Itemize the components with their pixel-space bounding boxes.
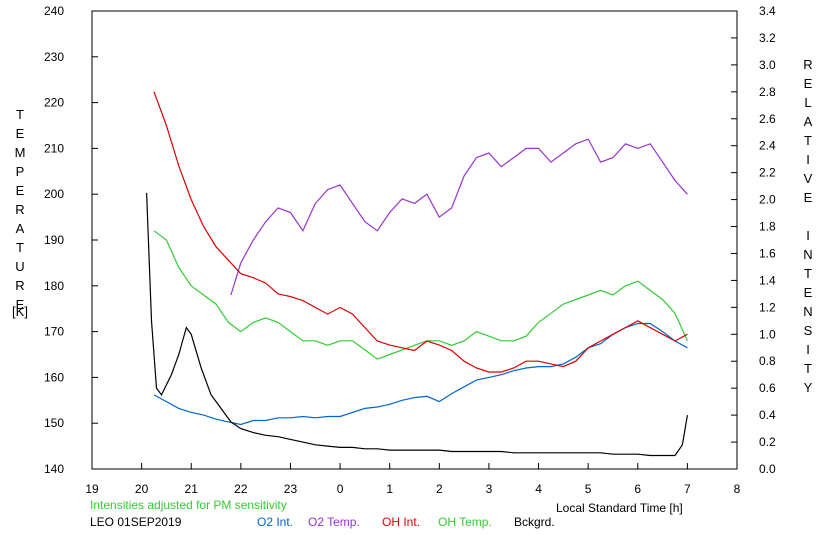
x-tick-label: 2 [436,482,443,496]
right-tick-label: 1.4 [759,273,776,287]
right-axis-title-letter: A [803,114,813,129]
x-tick-label: 23 [284,482,298,496]
x-tick-label: 20 [135,482,149,496]
legend-item-o2-int: O2 Int. [257,515,294,529]
left-axis-title-letter: E [15,297,25,312]
right-axis-title-letter: N [803,247,813,262]
right-axis-title-letter: E [803,190,813,205]
left-tick-label: 220 [44,96,64,110]
left-tick-label: 160 [44,370,64,384]
series-line-oh-temp [153,230,688,360]
left-axis-title-letter: R [15,278,25,293]
x-tick-label: 21 [185,482,199,496]
right-tick-label: 2.4 [759,139,776,153]
left-axis-title-letter: M [14,145,26,160]
right-tick-label: 1.6 [759,246,776,260]
right-tick-label: 1.0 [759,327,776,341]
left-axis-unit: [K] [12,304,28,319]
right-tick-label: 1.8 [759,220,776,234]
right-axis-title-letter: T [804,266,812,281]
x-tick-label: 5 [585,482,592,496]
x-tick-label: 6 [634,482,641,496]
right-axis-title-letter: L [804,95,812,110]
right-axis-title-letter: I [806,228,810,243]
x-tick-label: 8 [734,482,741,496]
x-tick-label: 1 [386,482,393,496]
legend-item-oh-int: OH Int. [382,515,421,529]
left-tick-label: 240 [44,4,64,18]
series-line-bckgrd [146,192,688,457]
right-tick-label: 3.2 [759,31,776,45]
x-tick-label: 7 [684,482,691,496]
left-axis-title-letter: P [15,164,25,179]
x-axis-title: Local Standard Time [h] [556,501,683,515]
left-tick-label: 150 [44,416,64,430]
right-axis-title-letter: E [803,285,813,300]
left-tick-label: 170 [44,325,64,339]
right-axis-title-letter: E [803,76,813,91]
right-axis-title-letter: T [804,133,812,148]
left-axis-title-letter: A [15,221,25,236]
x-tick-label: 22 [234,482,248,496]
right-axis-title-letter: I [806,342,810,357]
left-tick-label: 180 [44,279,64,293]
left-axis-title-letter: T [16,240,24,255]
left-axis-ticks: 140 150 160 170 180 190 200 210 220 230 240 [44,4,98,476]
left-tick-label: 230 [44,50,64,64]
right-tick-label: 2.8 [759,85,776,99]
series-layer [146,91,688,457]
right-axis-title-letter: S [803,323,813,338]
series-line-oh-int [153,91,688,373]
right-tick-label: 2.2 [759,166,776,180]
left-axis-title-letter: E [15,126,25,141]
right-tick-label: 0.4 [759,408,776,422]
legend-item-oh-temp: OH Temp. [438,515,492,529]
right-tick-label: 0.6 [759,381,776,395]
series-line-o2-int [153,322,688,426]
left-tick-label: 210 [44,141,64,155]
station-label: LEO 01SEP2019 [90,515,182,529]
right-tick-label: 0.2 [759,435,776,449]
left-axis-title-letter: U [15,259,25,274]
left-tick-label: 190 [44,233,64,247]
right-tick-label: 1.2 [759,300,776,314]
x-axis-ticks: 19 20 21 22 23 0 1 2 3 4 5 6 7 8 [85,463,741,496]
x-tick-label: 0 [337,482,344,496]
plot-area-frame [91,10,738,470]
left-tick-label: 200 [44,187,64,201]
right-tick-label: 3.0 [759,58,776,72]
right-tick-label: 0.0 [759,462,776,476]
right-axis-title-letter: V [803,171,813,186]
x-tick-label: 4 [535,482,542,496]
right-axis-title-letter [798,207,818,226]
legend-item-bckgrd: Bckgrd. [514,515,555,529]
left-axis-title-letter: R [15,202,25,217]
right-tick-label: 2.6 [759,112,776,126]
left-tick-label: 140 [44,462,64,476]
left-axis-title-letter: E [15,183,25,198]
right-tick-label: 0.8 [759,354,776,368]
x-tick-label: 3 [486,482,493,496]
series-line-o2-temp [230,138,688,296]
right-axis-title-letter: N [803,304,813,319]
x-tick-label: 19 [85,482,99,496]
right-tick-label: 2.0 [759,193,776,207]
right-axis-title-letter: T [804,361,812,376]
right-axis-ticks: 0.0 0.2 0.4 0.6 0.8 1.0 1.2 1.4 1.6 1.8 2.0 2.2 2.4 2… [731,4,776,476]
chart-note: Intensities adjusted for PM sensitivity [90,498,287,512]
right-axis-title-letter: Y [803,380,813,395]
legend-item-o2-temp: O2 Temp. [308,515,360,529]
right-tick-label: 3.4 [759,4,776,18]
left-axis-title-letter: T [16,107,24,122]
right-axis-title-letter: R [803,57,813,72]
right-axis-title-letter: I [806,152,810,167]
